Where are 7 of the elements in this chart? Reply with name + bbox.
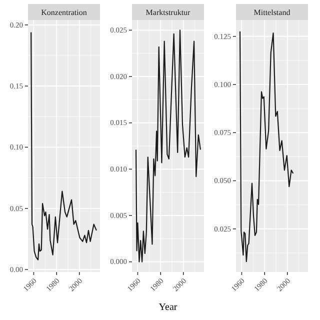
- chart-title: Konzentration: [41, 8, 87, 17]
- chart-title: Marktstruktur: [146, 8, 191, 17]
- line-series: [135, 30, 202, 262]
- line-series: [30, 32, 98, 260]
- chart-title: Mittelstand: [254, 8, 290, 17]
- line-series: [239, 31, 294, 262]
- x-axis-title: Year: [158, 302, 178, 313]
